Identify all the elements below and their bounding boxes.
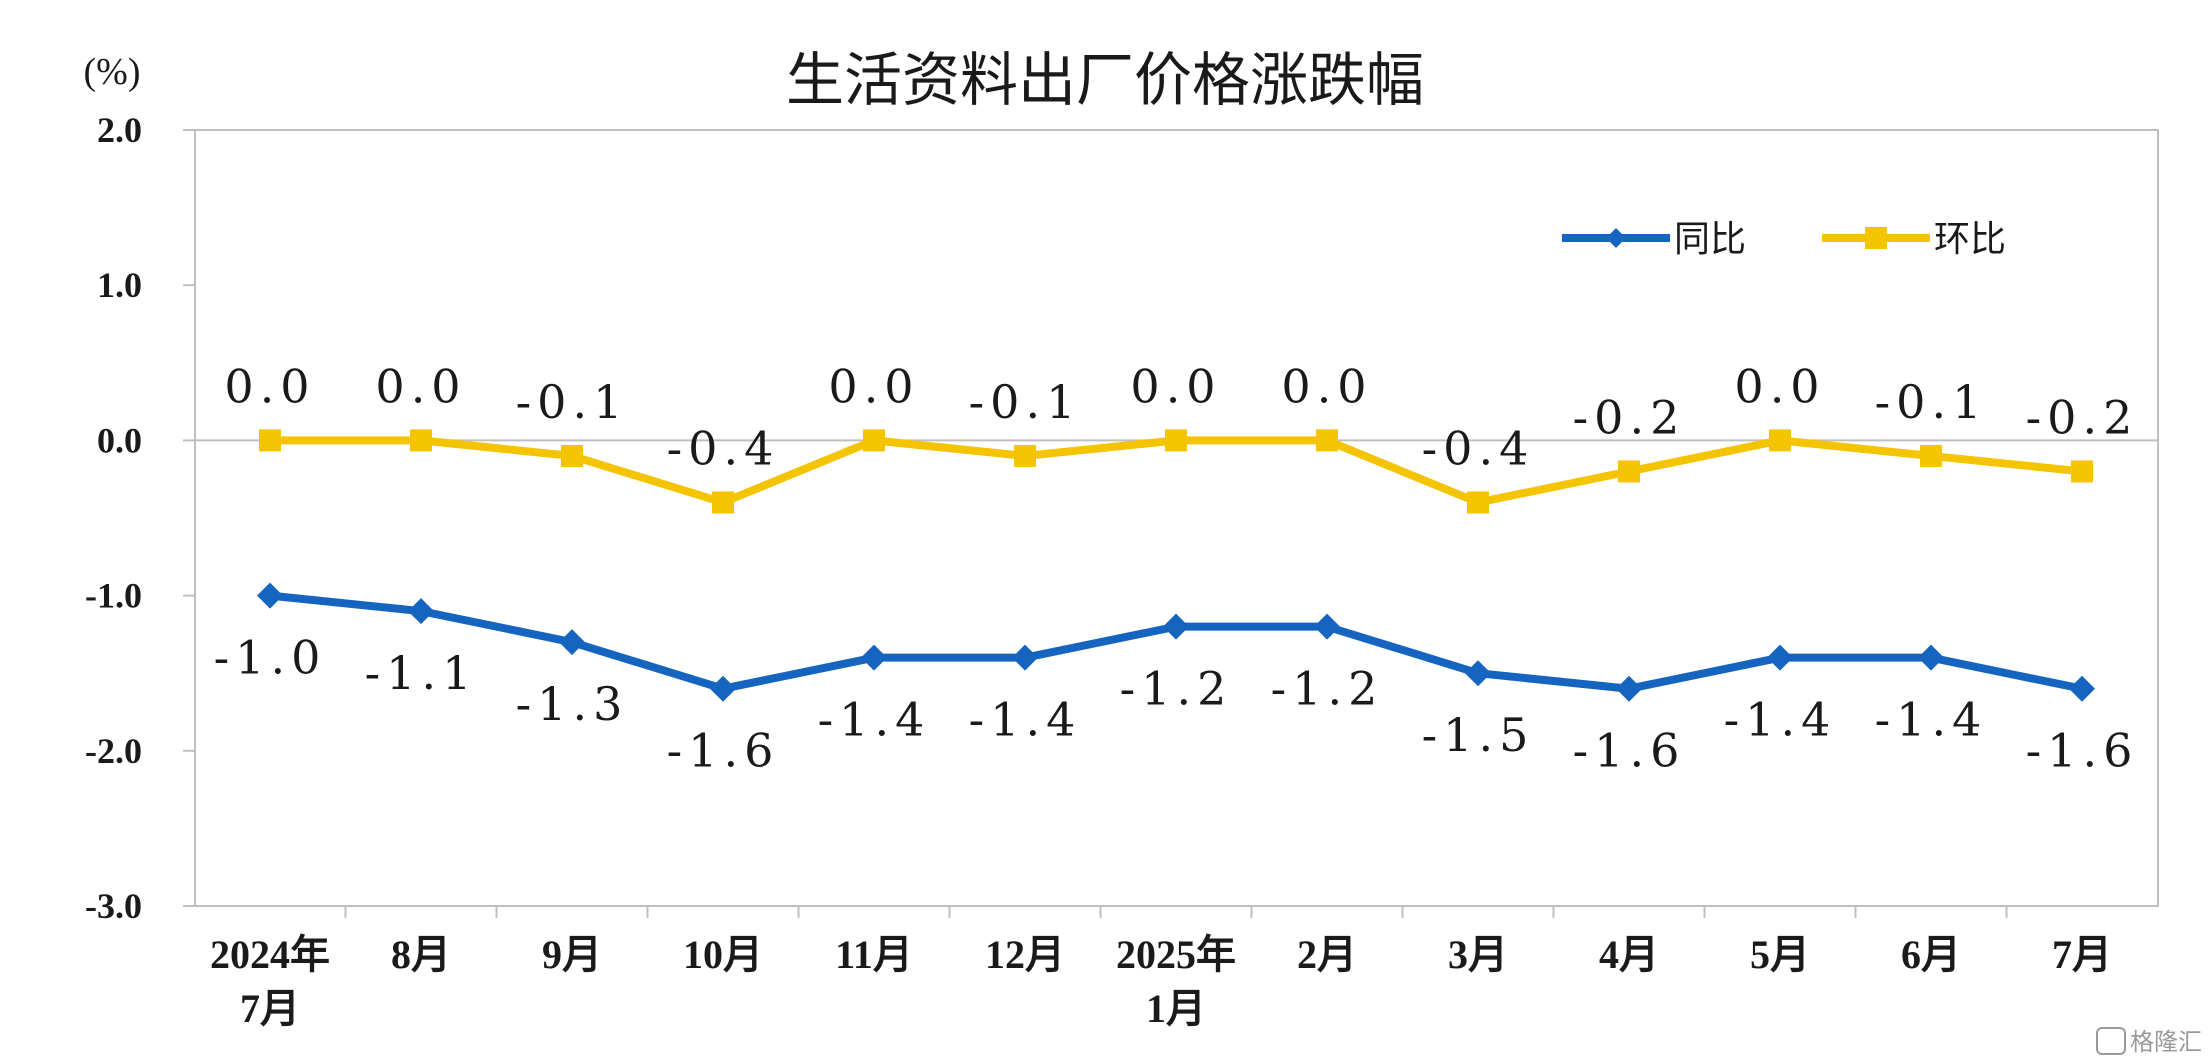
x-tick-label: 9月 (542, 932, 602, 977)
x-tick-label: 7月 (2052, 932, 2112, 977)
data-label: -1.4 (1724, 693, 1837, 747)
y-tick-label: -2.0 (85, 731, 142, 771)
data-point-diamond (710, 675, 736, 702)
data-point-diamond (1465, 660, 1491, 687)
y-tick-label: -1.0 (85, 576, 142, 616)
data-point-square (1014, 444, 1036, 467)
data-label: 0.0 (224, 359, 315, 413)
x-tick-label: 8月 (391, 932, 451, 977)
plot-area-frame (194, 129, 2159, 907)
data-label: -1.4 (969, 693, 1082, 747)
data-point-square (712, 491, 734, 514)
series-yoy: -1.0 -1.1 -1.3 -1.6 -1.4 -1.4 -1.2 -1.2 -1.5 -1.6… (214, 582, 2139, 778)
data-point-diamond (2069, 675, 2095, 702)
x-tick-label: 7月 (240, 986, 300, 1031)
x-tick-label: 6月 (1901, 932, 1961, 977)
data-point-square (1467, 491, 1489, 514)
data-point-square (2071, 460, 2093, 483)
data-label: -1.5 (1422, 708, 1535, 762)
data-point-square (1316, 429, 1338, 452)
x-tick-label: 11月 (835, 932, 913, 977)
x-tick-label: 12月 (985, 932, 1065, 977)
data-point-square (1618, 460, 1640, 483)
data-point-square (1769, 429, 1791, 452)
data-point-diamond (1012, 644, 1038, 671)
x-tick-label: 2024年 (210, 932, 330, 977)
x-tick-label: 3月 (1448, 932, 1508, 977)
series-layer: -1.0 -1.1 -1.3 -1.6 -1.4 -1.4 -1.2 -1.2 -1.5 -1.6… (214, 359, 2139, 778)
data-label: -0.2 (1573, 390, 1686, 444)
y-axis-unit: (%) (84, 51, 141, 93)
legend-label: 环比 (1934, 219, 2006, 260)
data-point-square (561, 444, 583, 467)
data-point-diamond (1163, 613, 1189, 640)
legend-marker-diamond (1606, 228, 1626, 248)
x-axis-ticks: 2024年 7月 8月 9月 10月 11月 12月 2025年 1月 2月 3月 4月 5月 6月 7月 (210, 906, 2112, 1031)
data-point-square (259, 429, 281, 452)
y-tick-label: 1.0 (97, 265, 142, 305)
x-tick-label: 2025年 (1116, 932, 1236, 977)
series-mom: 0.0 0.0 -0.1 -0.4 0.0 -0.1 0.0 0.0 -0.4 -0.2 0.0 -0… (224, 359, 2139, 514)
data-label: -0.4 (667, 421, 780, 475)
data-point-diamond (861, 644, 887, 671)
data-label: -0.1 (969, 375, 1082, 429)
data-point-square (1165, 429, 1187, 452)
x-tick-label: 5月 (1750, 932, 1810, 977)
legend-label: 同比 (1674, 219, 1746, 260)
chart-title: 生活资料出厂价格涨跌幅 (786, 46, 1424, 114)
data-point-diamond (408, 598, 434, 625)
data-label: -0.2 (2026, 390, 2139, 444)
legend-marker-square (1865, 227, 1887, 249)
y-tick-label: 2.0 (97, 110, 142, 150)
data-label: 0.0 (1734, 359, 1825, 413)
x-tick-label: 10月 (683, 932, 763, 977)
data-label: -1.2 (1120, 662, 1233, 716)
data-label: -0.1 (1875, 375, 1988, 429)
data-point-diamond (257, 582, 283, 609)
data-label: -1.6 (2026, 724, 2139, 778)
data-label: -0.4 (1422, 421, 1535, 475)
data-label: 0.0 (375, 359, 466, 413)
x-tick-label: 4月 (1599, 932, 1659, 977)
legend: 同比 环比 (1562, 219, 2006, 260)
y-tick-label: -3.0 (85, 886, 142, 926)
data-point-diamond (1767, 644, 1793, 671)
data-label: -1.4 (1875, 693, 1988, 747)
x-tick-label: 1月 (1146, 986, 1206, 1031)
y-tick-label: 0.0 (97, 420, 142, 460)
watermark-text: 格隆汇 (2130, 1028, 2202, 1056)
x-tick-label: 2月 (1297, 932, 1357, 977)
data-label: 0.0 (1281, 359, 1372, 413)
data-point-square (1920, 444, 1942, 467)
data-label: 0.0 (828, 359, 919, 413)
data-point-diamond (1616, 675, 1642, 702)
data-label: -1.2 (1271, 662, 1384, 716)
data-label: -1.6 (667, 724, 780, 778)
data-label: -1.4 (818, 693, 931, 747)
data-point-square (410, 429, 432, 452)
data-label: -1.3 (516, 677, 629, 731)
data-point-square (863, 429, 885, 452)
data-label: -1.1 (365, 646, 478, 700)
data-label: -1.6 (1573, 724, 1686, 778)
data-point-diamond (1918, 644, 1944, 671)
data-label: -0.1 (516, 375, 629, 429)
data-point-diamond (1314, 613, 1340, 640)
data-point-diamond (559, 629, 585, 656)
y-axis-ticks: 2.0 1.0 0.0 -1.0 -2.0 -3.0 (85, 110, 195, 926)
data-label: 0.0 (1130, 359, 1221, 413)
watermark: 格隆汇 (2096, 1027, 2202, 1056)
data-label: -1.0 (214, 631, 327, 685)
watermark-logo-icon (2096, 1027, 2126, 1055)
